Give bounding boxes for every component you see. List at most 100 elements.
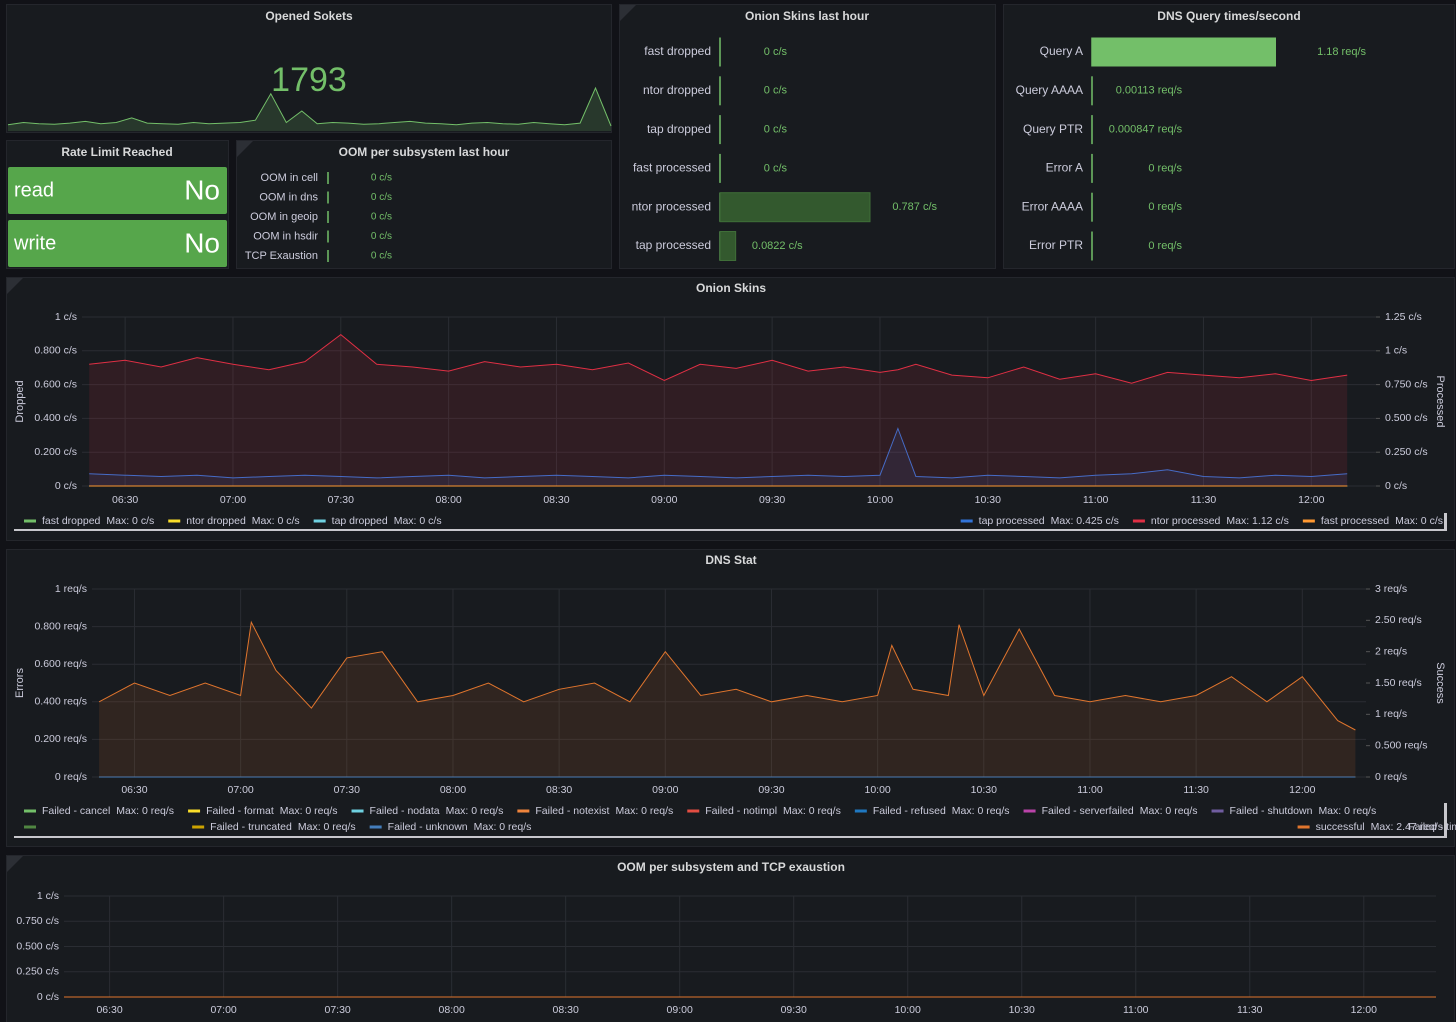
y-tick-label: 0 c/s (37, 991, 59, 1003)
panel-title: OOM per subsystem last hour (339, 145, 510, 159)
y-tick-label: 0.600 req/s (34, 658, 87, 670)
y2-tick-label: 0 c/s (1385, 480, 1407, 492)
legend-name[interactable]: Failed - truncated (210, 821, 292, 833)
legend-swatch[interactable] (188, 809, 201, 813)
legend-name[interactable]: Failed - refused (873, 805, 946, 817)
x-tick-label: 08:30 (553, 1004, 579, 1016)
legend-scroll-edge (14, 529, 1447, 531)
legend-max: Max: 2.47 req/s (1371, 821, 1443, 833)
legend-swatch[interactable] (1211, 809, 1224, 813)
x-tick-label: 07:30 (328, 494, 354, 506)
legend-name[interactable]: Failed - serverfailed (1042, 805, 1134, 817)
gauge-value: 0.00113 req/s (1116, 85, 1183, 97)
legend-swatch[interactable] (960, 519, 973, 523)
x-tick-label: 07:30 (334, 784, 360, 796)
info-corner[interactable] (7, 856, 23, 872)
gauge-label: Error A (1046, 161, 1083, 175)
legend-swatch[interactable] (24, 809, 36, 813)
panel (6, 855, 1455, 1022)
legend-swatch[interactable] (351, 809, 364, 813)
y2-axis-label: Success (1434, 662, 1446, 704)
gauge-label: Query AAAA (1016, 83, 1083, 97)
legend-name[interactable]: fast dropped (42, 515, 101, 527)
legend-swatch[interactable] (517, 809, 530, 813)
y-tick-label: 1 c/s (37, 890, 59, 902)
legend-swatch[interactable] (168, 519, 181, 523)
info-corner[interactable] (620, 5, 636, 21)
x-tick-label: 08:30 (546, 784, 572, 796)
legend-name[interactable]: Failed - format (206, 805, 274, 817)
legend-name[interactable]: Failed - notexist (535, 805, 609, 817)
legend-max: Max: 0 c/s (394, 515, 442, 527)
info-corner[interactable] (7, 278, 23, 294)
legend-name[interactable]: Failed - shutdown (1230, 805, 1313, 817)
x-tick-label: 09:30 (759, 494, 785, 506)
legend-swatch[interactable] (1023, 809, 1036, 813)
y-tick-label: 0.600 c/s (34, 378, 77, 390)
x-tick-label: 06:30 (112, 494, 138, 506)
x-tick-label: 12:00 (1298, 494, 1324, 506)
y2-tick-label: 0.750 c/s (1385, 378, 1428, 390)
y-tick-label: 0.250 c/s (16, 966, 59, 978)
legend-name[interactable]: Failed - nodata (370, 805, 440, 817)
legend-name[interactable]: tap dropped (332, 515, 388, 527)
legend-swatch[interactable] (24, 825, 36, 829)
legend-name[interactable]: Failed - cancel (42, 805, 110, 817)
legend-swatch[interactable] (313, 519, 326, 523)
stat-value: No (184, 227, 220, 258)
legend-swatch[interactable] (1302, 519, 1315, 523)
panel-title: Opened Sokets (265, 9, 353, 23)
legend-swatch[interactable] (854, 809, 867, 813)
legend-swatch[interactable] (369, 825, 382, 829)
gauge-label: TCP Exaustion (245, 250, 318, 262)
y2-tick-label: 1.25 c/s (1385, 311, 1422, 323)
legend-name[interactable]: tap processed (979, 515, 1045, 527)
x-tick-label: 12:00 (1351, 1004, 1377, 1016)
gauge-value: 0 req/s (1148, 162, 1182, 174)
legend-name[interactable]: ntor dropped (186, 515, 246, 527)
gauge-value: 0 req/s (1148, 201, 1182, 213)
y-tick-label: 0.500 c/s (16, 940, 59, 952)
legend-max: Max: 0 c/s (252, 515, 300, 527)
gauge-label: ntor dropped (643, 83, 711, 97)
legend-max: Max: 0 req/s (116, 805, 174, 817)
x-tick-label: 09:30 (781, 1004, 807, 1016)
legend-name[interactable]: fast processed (1321, 515, 1389, 527)
legend-swatch[interactable] (24, 519, 36, 523)
y2-tick-label: 1 c/s (1385, 345, 1407, 357)
y-tick-label: 0.400 req/s (34, 696, 87, 708)
gauge-label: Error AAAA (1022, 199, 1083, 213)
legend-swatch[interactable] (1132, 519, 1145, 523)
legend-name[interactable]: Failed - timeout (1408, 821, 1456, 833)
legend-max: Max: 0 c/s (1395, 515, 1443, 527)
legend-swatch[interactable] (192, 825, 205, 829)
x-tick-label: 10:30 (971, 784, 997, 796)
stat-box (8, 167, 227, 214)
gauge-bar (719, 231, 737, 261)
legend-max: Max: 0 req/s (446, 805, 504, 817)
legend-scrollbar[interactable] (1444, 513, 1447, 531)
legend-swatch[interactable] (1297, 825, 1310, 829)
y2-tick-label: 2.50 req/s (1375, 614, 1422, 626)
gauge-value: 0.000847 req/s (1109, 124, 1183, 136)
x-tick-label: 09:00 (651, 494, 677, 506)
panel (6, 4, 612, 133)
y2-tick-label: 0.250 c/s (1385, 446, 1428, 458)
y2-tick-label: 0 req/s (1375, 771, 1407, 783)
gauge-value: 0 c/s (764, 46, 788, 58)
legend-name[interactable]: Failed - notimpl (705, 805, 777, 817)
legend-scrollbar[interactable] (1444, 803, 1447, 838)
legend-max: Max: 0 req/s (952, 805, 1010, 817)
panel-title: OOM per subsystem and TCP exaustion (617, 860, 845, 874)
y-tick-label: 0.750 c/s (16, 915, 59, 927)
gauge-label: ntor processed (632, 199, 711, 213)
legend-name[interactable]: successful (1316, 821, 1365, 833)
legend-swatch[interactable] (687, 809, 700, 813)
legend-name[interactable]: Failed - unknown (388, 821, 468, 833)
info-corner[interactable] (237, 141, 253, 157)
gauge-label: OOM in geoip (250, 211, 318, 223)
y-axis-label: Dropped (14, 380, 26, 422)
y-tick-label: 0.200 c/s (34, 446, 77, 458)
y-axis-label: Errors (14, 668, 26, 698)
legend-name[interactable]: ntor processed (1151, 515, 1221, 527)
